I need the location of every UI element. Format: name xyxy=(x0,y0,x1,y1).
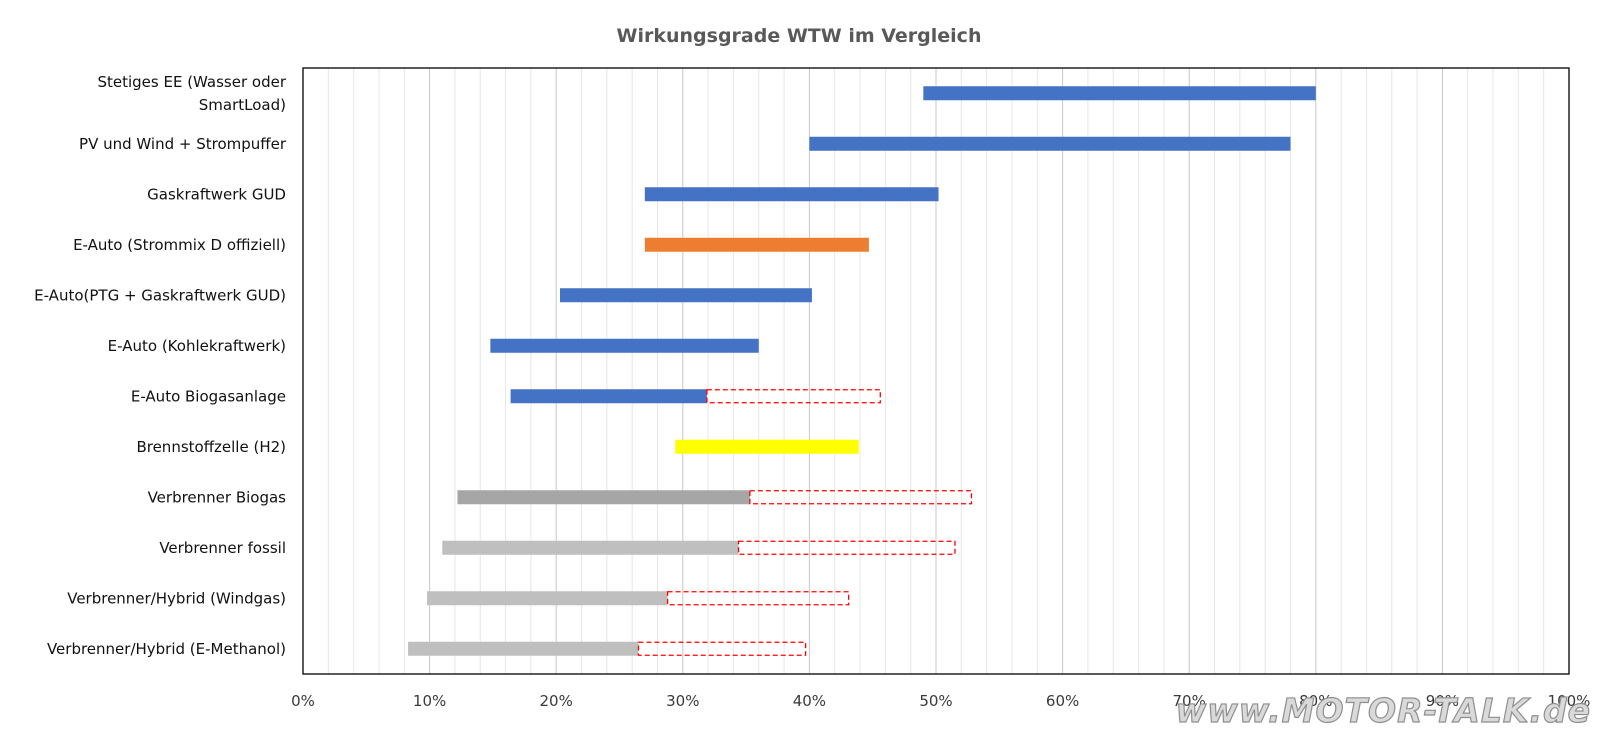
x-tick-label: 50% xyxy=(919,692,952,710)
efficiency-bar xyxy=(427,591,668,606)
bars xyxy=(408,86,1316,656)
category-label: E-Auto(PTG + Gaskraftwerk GUD) xyxy=(34,286,286,304)
efficiency-bar xyxy=(457,490,750,505)
x-axis-tick-labels: 0% 10% 20% 30% 40% 50% 60% 70% 80% 90% 100% xyxy=(291,692,1590,710)
category-label: Verbrenner fossil xyxy=(159,539,286,557)
efficiency-bar xyxy=(408,641,639,656)
category-label: Brennstoffzelle (H2) xyxy=(136,438,286,456)
efficiency-bar xyxy=(644,237,869,252)
chart-title: Wirkungsgrade WTW im Vergleich xyxy=(617,25,982,47)
efficiency-bar xyxy=(559,288,812,303)
category-label: Verbrenner/Hybrid (Windgas) xyxy=(67,589,286,607)
x-tick-label: 30% xyxy=(666,692,699,710)
x-tick-label: 20% xyxy=(540,692,573,710)
category-label: E-Auto Biogasanlage xyxy=(131,387,286,405)
watermark-text: www.MOTOR-TALK.de xyxy=(1176,691,1591,730)
x-tick-label: 90% xyxy=(1426,692,1459,710)
efficiency-bar xyxy=(675,439,859,454)
efficiency-bar xyxy=(510,389,707,404)
gridlines xyxy=(327,68,1545,674)
potential-extension-bar xyxy=(666,591,850,606)
efficiency-bar xyxy=(644,187,939,202)
x-tick-label: 60% xyxy=(1046,692,1079,710)
efficiency-bar xyxy=(490,338,759,353)
category-label: Gaskraftwerk GUD xyxy=(147,185,286,203)
x-tick-label: 40% xyxy=(793,692,826,710)
potential-extension-bar xyxy=(706,389,881,404)
efficiency-bar xyxy=(809,136,1291,151)
category-label: Verbrenner Biogas xyxy=(148,488,287,506)
x-tick-label: 70% xyxy=(1173,692,1206,710)
category-label: Stetiges EE (Wasser oder SmartLoad) xyxy=(97,73,286,114)
potential-extension-bar xyxy=(749,490,973,505)
potential-extension-bar xyxy=(637,641,807,656)
x-tick-label: 80% xyxy=(1299,692,1332,710)
x-tick-label: 100% xyxy=(1548,692,1591,710)
category-label: Verbrenner/Hybrid (E-Methanol) xyxy=(47,640,286,658)
potential-extension-bar xyxy=(737,540,956,555)
plot-area-frame xyxy=(302,67,1570,675)
category-label: E-Auto (Kohlekraftwerk) xyxy=(108,337,286,355)
x-tick-label: 10% xyxy=(413,692,446,710)
category-label: PV und Wind + Strompuffer xyxy=(79,135,287,153)
efficiency-bar xyxy=(442,540,739,555)
x-tick-label: 0% xyxy=(291,692,315,710)
efficiency-bar xyxy=(923,86,1316,101)
category-label: E-Auto (Strommix D offiziell) xyxy=(73,236,286,254)
category-labels: Stetiges EE (Wasser oder SmartLoad) PV und… xyxy=(34,73,287,658)
